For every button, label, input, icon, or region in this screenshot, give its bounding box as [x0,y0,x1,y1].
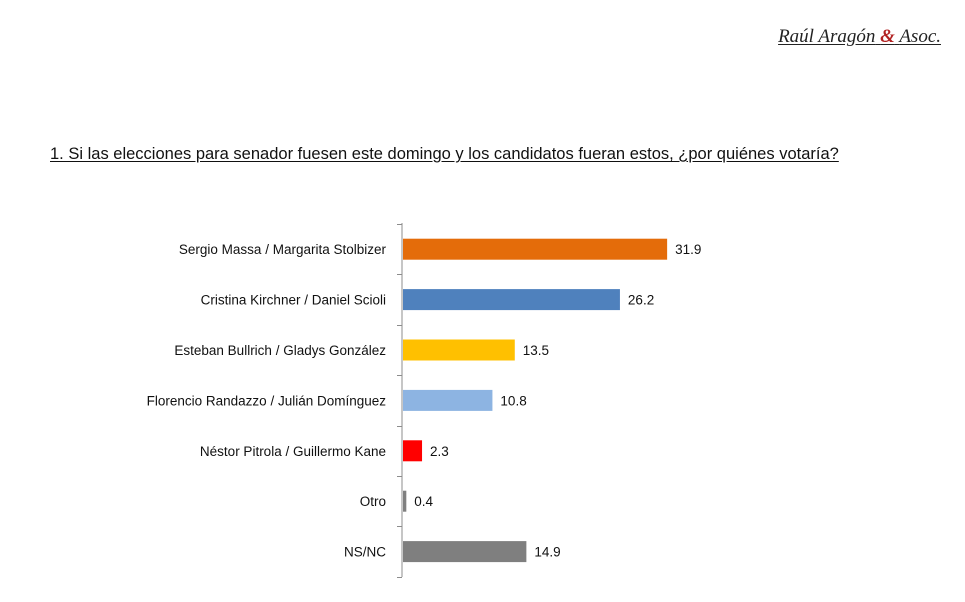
data-label: 13.5 [523,343,549,358]
bar [403,541,527,563]
brand-name: Raúl Aragón [778,26,876,47]
brand-suffix: Asoc. [899,26,941,47]
data-label: 10.8 [500,393,526,408]
bar [403,440,423,462]
bar [403,490,407,512]
data-label: 14.9 [534,545,560,560]
bar [403,289,620,311]
category-label: Néstor Pitrola / Guillermo Kane [200,444,386,459]
data-label: 31.9 [675,242,701,257]
category-label: Florencio Randazzo / Julián Domínguez [147,393,387,408]
data-label: 26.2 [628,293,654,308]
category-label: Sergio Massa / Margarita Stolbizer [179,242,387,257]
category-label: NS/NC [344,545,386,560]
question-title: 1. Si las elecciones para senador fuesen… [50,145,839,163]
data-label: 0.4 [414,494,433,509]
bar [403,389,493,411]
brand-logo: Raúl Aragón & Asoc. [778,26,941,48]
brand-ampersand: & [880,26,895,47]
category-label: Otro [360,494,386,509]
category-label: Cristina Kirchner / Daniel Scioli [201,293,386,308]
bar [403,238,668,260]
category-label: Esteban Bullrich / Gladys González [174,343,386,358]
data-label: 2.3 [430,444,449,459]
bar [403,339,515,361]
